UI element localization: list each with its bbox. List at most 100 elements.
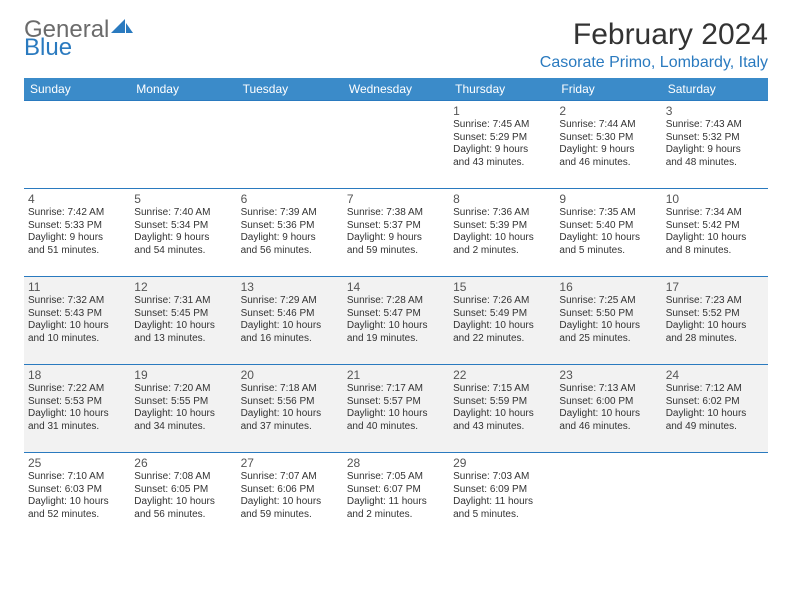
day-daylight1: Daylight: 10 hours bbox=[559, 408, 657, 421]
day-sunrise: Sunrise: 7:32 AM bbox=[28, 295, 126, 308]
day-header-thursday: Thursday bbox=[449, 78, 555, 101]
week-row: 18Sunrise: 7:22 AMSunset: 5:53 PMDayligh… bbox=[24, 365, 768, 453]
day-cell: 27Sunrise: 7:07 AMSunset: 6:06 PMDayligh… bbox=[237, 453, 343, 541]
day-cell: 28Sunrise: 7:05 AMSunset: 6:07 PMDayligh… bbox=[343, 453, 449, 541]
day-cell: 19Sunrise: 7:20 AMSunset: 5:55 PMDayligh… bbox=[130, 365, 236, 453]
day-sunset: Sunset: 6:05 PM bbox=[134, 484, 232, 497]
day-info: Sunrise: 7:26 AMSunset: 5:49 PMDaylight:… bbox=[453, 295, 551, 345]
day-info: Sunrise: 7:44 AMSunset: 5:30 PMDaylight:… bbox=[559, 119, 657, 169]
day-daylight1: Daylight: 9 hours bbox=[453, 144, 551, 157]
day-header-row: SundayMondayTuesdayWednesdayThursdayFrid… bbox=[24, 78, 768, 101]
day-sunrise: Sunrise: 7:38 AM bbox=[347, 207, 445, 220]
day-sunset: Sunset: 5:56 PM bbox=[241, 396, 339, 409]
day-cell: 16Sunrise: 7:25 AMSunset: 5:50 PMDayligh… bbox=[555, 277, 661, 365]
day-info: Sunrise: 7:12 AMSunset: 6:02 PMDaylight:… bbox=[666, 383, 764, 433]
day-number: 8 bbox=[453, 192, 551, 206]
day-daylight2: and 5 minutes. bbox=[559, 245, 657, 258]
day-sunset: Sunset: 5:43 PM bbox=[28, 308, 126, 321]
day-info: Sunrise: 7:34 AMSunset: 5:42 PMDaylight:… bbox=[666, 207, 764, 257]
day-sunrise: Sunrise: 7:22 AM bbox=[28, 383, 126, 396]
day-info: Sunrise: 7:42 AMSunset: 5:33 PMDaylight:… bbox=[28, 207, 126, 257]
day-sunrise: Sunrise: 7:17 AM bbox=[347, 383, 445, 396]
day-daylight1: Daylight: 10 hours bbox=[559, 232, 657, 245]
day-daylight2: and 46 minutes. bbox=[559, 157, 657, 170]
day-cell: 11Sunrise: 7:32 AMSunset: 5:43 PMDayligh… bbox=[24, 277, 130, 365]
day-cell: 14Sunrise: 7:28 AMSunset: 5:47 PMDayligh… bbox=[343, 277, 449, 365]
day-daylight1: Daylight: 10 hours bbox=[347, 408, 445, 421]
day-daylight1: Daylight: 10 hours bbox=[453, 408, 551, 421]
day-sunrise: Sunrise: 7:26 AM bbox=[453, 295, 551, 308]
day-info: Sunrise: 7:31 AMSunset: 5:45 PMDaylight:… bbox=[134, 295, 232, 345]
day-sunrise: Sunrise: 7:05 AM bbox=[347, 471, 445, 484]
day-sunset: Sunset: 5:50 PM bbox=[559, 308, 657, 321]
day-sunrise: Sunrise: 7:28 AM bbox=[347, 295, 445, 308]
day-cell: 15Sunrise: 7:26 AMSunset: 5:49 PMDayligh… bbox=[449, 277, 555, 365]
day-number: 15 bbox=[453, 280, 551, 294]
day-daylight1: Daylight: 10 hours bbox=[28, 496, 126, 509]
day-info: Sunrise: 7:18 AMSunset: 5:56 PMDaylight:… bbox=[241, 383, 339, 433]
day-daylight1: Daylight: 10 hours bbox=[453, 320, 551, 333]
day-sunset: Sunset: 5:42 PM bbox=[666, 220, 764, 233]
day-number: 11 bbox=[28, 280, 126, 294]
day-sunset: Sunset: 5:39 PM bbox=[453, 220, 551, 233]
day-sunrise: Sunrise: 7:12 AM bbox=[666, 383, 764, 396]
week-row: 11Sunrise: 7:32 AMSunset: 5:43 PMDayligh… bbox=[24, 277, 768, 365]
day-number: 16 bbox=[559, 280, 657, 294]
day-info: Sunrise: 7:22 AMSunset: 5:53 PMDaylight:… bbox=[28, 383, 126, 433]
day-sunset: Sunset: 5:33 PM bbox=[28, 220, 126, 233]
day-cell bbox=[343, 101, 449, 189]
day-number: 23 bbox=[559, 368, 657, 382]
day-daylight1: Daylight: 10 hours bbox=[241, 496, 339, 509]
day-sunset: Sunset: 5:53 PM bbox=[28, 396, 126, 409]
day-sunrise: Sunrise: 7:42 AM bbox=[28, 207, 126, 220]
day-daylight2: and 56 minutes. bbox=[134, 509, 232, 522]
day-sunrise: Sunrise: 7:25 AM bbox=[559, 295, 657, 308]
day-sunset: Sunset: 5:57 PM bbox=[347, 396, 445, 409]
day-daylight2: and 22 minutes. bbox=[453, 333, 551, 346]
day-cell: 23Sunrise: 7:13 AMSunset: 6:00 PMDayligh… bbox=[555, 365, 661, 453]
day-daylight2: and 49 minutes. bbox=[666, 421, 764, 434]
day-number: 25 bbox=[28, 456, 126, 470]
week-row: 4Sunrise: 7:42 AMSunset: 5:33 PMDaylight… bbox=[24, 189, 768, 277]
day-cell: 25Sunrise: 7:10 AMSunset: 6:03 PMDayligh… bbox=[24, 453, 130, 541]
day-sunset: Sunset: 5:37 PM bbox=[347, 220, 445, 233]
day-daylight1: Daylight: 11 hours bbox=[453, 496, 551, 509]
day-daylight2: and 43 minutes. bbox=[453, 157, 551, 170]
day-sunset: Sunset: 5:45 PM bbox=[134, 308, 232, 321]
day-info: Sunrise: 7:39 AMSunset: 5:36 PMDaylight:… bbox=[241, 207, 339, 257]
day-daylight2: and 2 minutes. bbox=[347, 509, 445, 522]
day-daylight2: and 31 minutes. bbox=[28, 421, 126, 434]
day-daylight1: Daylight: 10 hours bbox=[666, 232, 764, 245]
day-info: Sunrise: 7:23 AMSunset: 5:52 PMDaylight:… bbox=[666, 295, 764, 345]
day-cell: 22Sunrise: 7:15 AMSunset: 5:59 PMDayligh… bbox=[449, 365, 555, 453]
day-info: Sunrise: 7:32 AMSunset: 5:43 PMDaylight:… bbox=[28, 295, 126, 345]
day-number: 4 bbox=[28, 192, 126, 206]
day-sunset: Sunset: 5:34 PM bbox=[134, 220, 232, 233]
day-sunrise: Sunrise: 7:23 AM bbox=[666, 295, 764, 308]
day-sunrise: Sunrise: 7:45 AM bbox=[453, 119, 551, 132]
day-daylight1: Daylight: 10 hours bbox=[559, 320, 657, 333]
day-daylight2: and 13 minutes. bbox=[134, 333, 232, 346]
day-daylight1: Daylight: 10 hours bbox=[28, 408, 126, 421]
day-daylight2: and 10 minutes. bbox=[28, 333, 126, 346]
week-row: 1Sunrise: 7:45 AMSunset: 5:29 PMDaylight… bbox=[24, 101, 768, 189]
day-number: 28 bbox=[347, 456, 445, 470]
day-info: Sunrise: 7:17 AMSunset: 5:57 PMDaylight:… bbox=[347, 383, 445, 433]
day-sunrise: Sunrise: 7:03 AM bbox=[453, 471, 551, 484]
day-info: Sunrise: 7:35 AMSunset: 5:40 PMDaylight:… bbox=[559, 207, 657, 257]
day-number: 27 bbox=[241, 456, 339, 470]
day-info: Sunrise: 7:40 AMSunset: 5:34 PMDaylight:… bbox=[134, 207, 232, 257]
day-info: Sunrise: 7:45 AMSunset: 5:29 PMDaylight:… bbox=[453, 119, 551, 169]
location-text: Casorate Primo, Lombardy, Italy bbox=[540, 54, 768, 72]
day-sunset: Sunset: 5:59 PM bbox=[453, 396, 551, 409]
day-sunrise: Sunrise: 7:07 AM bbox=[241, 471, 339, 484]
day-sunset: Sunset: 5:49 PM bbox=[453, 308, 551, 321]
day-daylight2: and 19 minutes. bbox=[347, 333, 445, 346]
day-cell: 7Sunrise: 7:38 AMSunset: 5:37 PMDaylight… bbox=[343, 189, 449, 277]
day-cell bbox=[130, 101, 236, 189]
day-cell: 24Sunrise: 7:12 AMSunset: 6:02 PMDayligh… bbox=[662, 365, 768, 453]
day-number: 24 bbox=[666, 368, 764, 382]
day-number: 1 bbox=[453, 104, 551, 118]
day-daylight2: and 25 minutes. bbox=[559, 333, 657, 346]
day-sunrise: Sunrise: 7:08 AM bbox=[134, 471, 232, 484]
